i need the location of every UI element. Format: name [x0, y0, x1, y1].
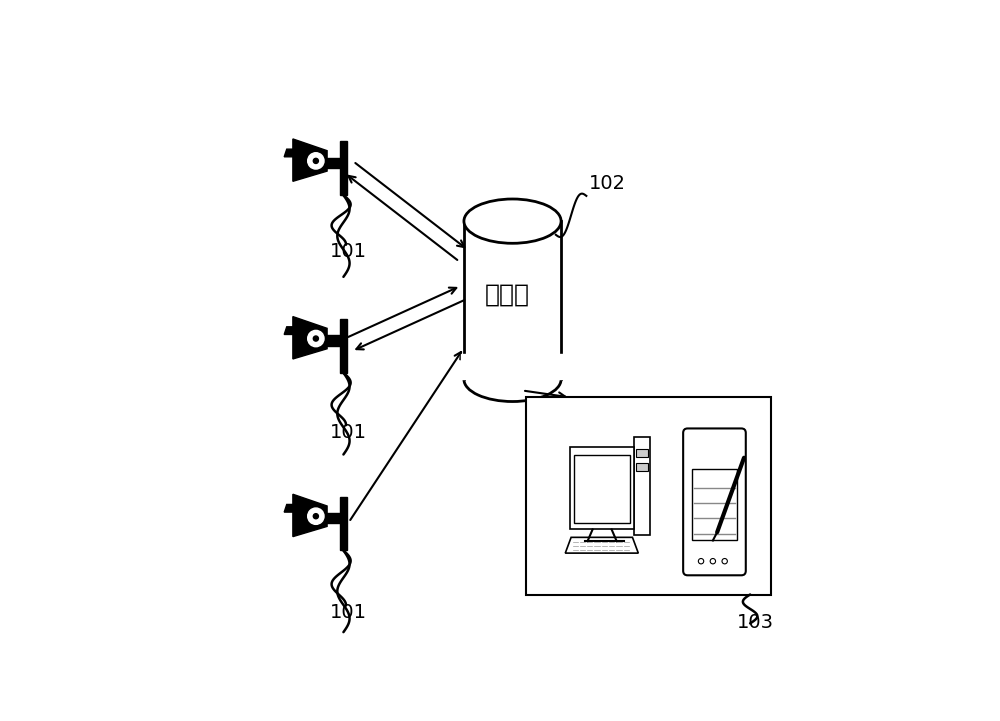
FancyBboxPatch shape [636, 464, 648, 472]
Polygon shape [340, 141, 347, 195]
FancyBboxPatch shape [636, 448, 648, 456]
FancyBboxPatch shape [692, 469, 737, 541]
Polygon shape [284, 327, 303, 335]
Circle shape [308, 153, 324, 169]
Circle shape [722, 559, 727, 564]
FancyBboxPatch shape [683, 428, 746, 575]
Text: 101: 101 [330, 423, 367, 442]
Polygon shape [284, 505, 303, 512]
Text: 101: 101 [330, 603, 367, 622]
Polygon shape [293, 139, 327, 181]
Text: 数据库: 数据库 [484, 283, 529, 306]
Circle shape [698, 559, 704, 564]
Polygon shape [340, 497, 347, 550]
Ellipse shape [464, 199, 561, 243]
Polygon shape [565, 537, 638, 553]
Circle shape [313, 513, 318, 518]
Polygon shape [293, 317, 327, 359]
Polygon shape [284, 149, 303, 156]
FancyBboxPatch shape [570, 447, 634, 529]
Circle shape [308, 508, 324, 524]
Polygon shape [293, 494, 327, 536]
Polygon shape [461, 355, 564, 379]
Circle shape [313, 336, 318, 341]
FancyBboxPatch shape [526, 397, 771, 595]
Circle shape [710, 559, 716, 564]
Polygon shape [464, 221, 561, 379]
FancyBboxPatch shape [574, 455, 630, 523]
Text: 101: 101 [330, 242, 367, 262]
Circle shape [313, 159, 318, 164]
Ellipse shape [464, 357, 561, 402]
Circle shape [308, 330, 324, 347]
Polygon shape [326, 158, 340, 168]
Text: 102: 102 [589, 174, 626, 193]
Polygon shape [326, 513, 340, 523]
FancyBboxPatch shape [634, 437, 650, 536]
Polygon shape [340, 319, 347, 373]
Polygon shape [326, 335, 340, 345]
Text: 103: 103 [737, 613, 774, 632]
